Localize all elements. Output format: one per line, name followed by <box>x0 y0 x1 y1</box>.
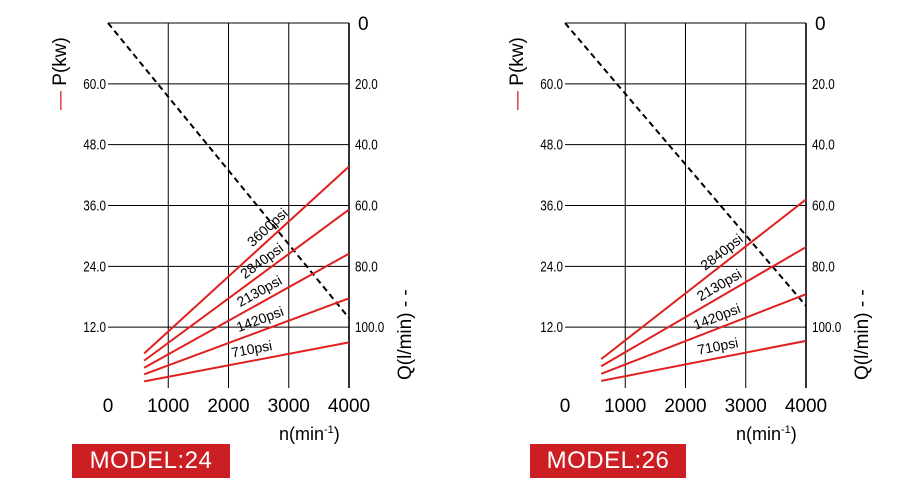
right-tick-label: 40.0 <box>355 136 378 153</box>
right-tick-label: 80.0 <box>812 258 835 275</box>
right-axis-label: Q(l/min) - - <box>852 289 873 380</box>
right-tick-label: 100.0 <box>355 319 384 336</box>
right-tick-label: 40.0 <box>812 136 835 153</box>
flow-line <box>564 22 807 307</box>
x-tick-label: 1000 <box>147 396 189 417</box>
power-line-label: 710psi <box>696 334 740 358</box>
x-tick-label: 4000 <box>785 396 827 417</box>
power-line-1420psi <box>143 297 350 376</box>
x-tick-label: 2000 <box>207 396 249 417</box>
power-line-1420psi <box>600 293 807 375</box>
x-tick-label: 3000 <box>268 396 310 417</box>
x-tick-label: 3000 <box>725 396 767 417</box>
left-tick-label: 12.0 <box>83 319 106 336</box>
left-axis-label: — P(kw) <box>507 37 528 110</box>
left-tick-label: 48.0 <box>540 136 563 153</box>
power-line-2840psi <box>600 198 807 360</box>
model-24-badge: MODEL:24 <box>72 444 230 478</box>
power-line-710psi <box>600 339 807 382</box>
x-tick-label: 4000 <box>328 396 370 417</box>
chart-m24: 12.0 24.0 36.0 48.0 60.0 0 20.0 40.0 60.0 80.0 100… <box>50 14 416 444</box>
right-tick-label-top: 0 <box>358 14 369 35</box>
left-tick-label: 24.0 <box>540 258 563 275</box>
x-tick-label: 0 <box>103 396 114 417</box>
right-tick-label-top: 0 <box>815 14 826 35</box>
model-26-badge: MODEL:26 <box>530 444 686 478</box>
x-tick-label: 2000 <box>664 396 706 417</box>
right-tick-label: 80.0 <box>355 258 378 275</box>
left-tick-label: 36.0 <box>83 197 106 214</box>
flow-line <box>107 22 350 319</box>
chart-m26: 12.0 24.0 36.0 48.0 60.0 0 20.0 40.0 60.0 80.0 100… <box>507 14 873 444</box>
right-axis-label: Q(l/min) - - <box>395 289 416 380</box>
right-tick-label: 100.0 <box>812 319 841 336</box>
left-tick-label: 60.0 <box>540 75 563 92</box>
right-tick-label: 20.0 <box>812 75 835 92</box>
power-line-2840psi <box>143 208 350 362</box>
power-line-2130psi <box>143 252 350 369</box>
left-tick-label: 36.0 <box>540 197 563 214</box>
power-line-710psi <box>143 341 350 383</box>
power-line-2130psi <box>600 246 807 368</box>
x-tick-label: 0 <box>560 396 571 417</box>
left-tick-label: 60.0 <box>83 75 106 92</box>
power-line-3600psi <box>143 165 350 355</box>
power-line-label: 710psi <box>230 337 274 360</box>
left-tick-label: 12.0 <box>540 319 563 336</box>
left-tick-label: 48.0 <box>83 136 106 153</box>
right-tick-label: 60.0 <box>812 197 835 214</box>
x-axis-label: n(min-1) <box>736 424 797 444</box>
x-tick-label: 1000 <box>604 396 646 417</box>
left-tick-label: 24.0 <box>83 258 106 275</box>
left-axis-label: — P(kw) <box>50 37 71 110</box>
right-tick-label: 20.0 <box>355 75 378 92</box>
x-axis-label: n(min-1) <box>279 424 340 444</box>
right-tick-label: 60.0 <box>355 197 378 214</box>
